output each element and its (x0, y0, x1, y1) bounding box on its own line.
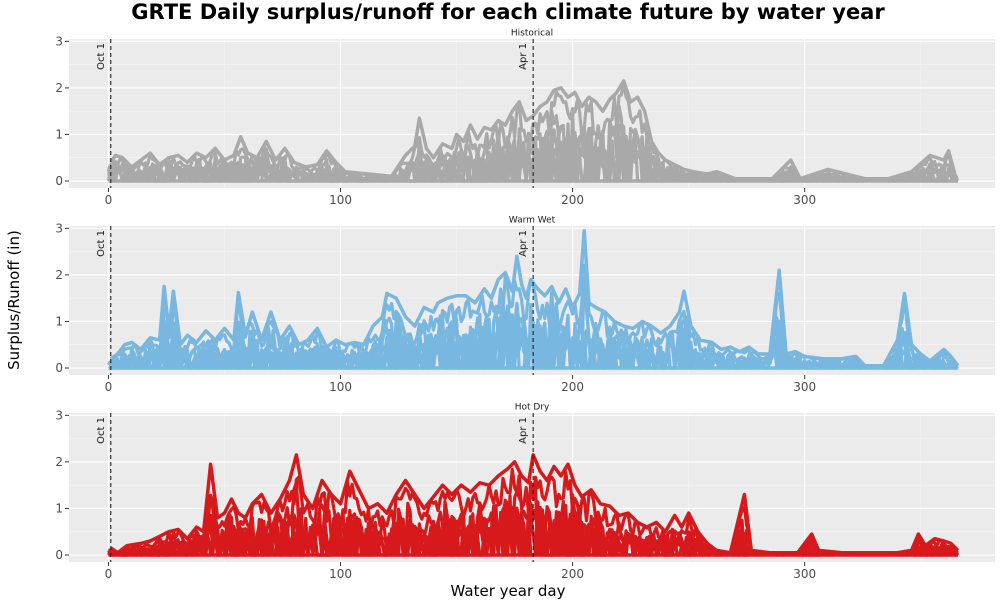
y-tick-label: 3 (55, 221, 63, 235)
x-tick-label: 0 (105, 193, 113, 207)
x-axis-title: Water year day (451, 582, 566, 600)
facet-panel: Hot Dry Oct 1 Apr 1 0 1 2 3 0 100 200 300 (55, 402, 995, 581)
reference-line-label: Apr 1 (518, 230, 529, 257)
y-tick-label: 2 (55, 455, 63, 469)
reference-line-label: Apr 1 (518, 43, 529, 70)
x-tick-label: 300 (793, 567, 816, 581)
x-tick-label: 300 (793, 380, 816, 394)
y-tick-label: 0 (55, 174, 63, 188)
x-tick-label: 300 (793, 193, 816, 207)
facet-strip (69, 402, 995, 413)
y-tick-label: 1 (55, 127, 63, 141)
x-tick-label: 100 (329, 193, 352, 207)
series-peak-line (109, 79, 958, 181)
facet-strip (69, 28, 995, 39)
y-tick-label: 3 (55, 34, 63, 48)
facet-strip-label: Hot Dry (515, 403, 550, 413)
y-tick-label: 0 (55, 548, 63, 562)
x-tick-label: 100 (329, 567, 352, 581)
x-tick-label: 200 (561, 567, 584, 581)
series-peak-line (109, 228, 960, 368)
y-tick-label: 0 (55, 361, 63, 375)
y-tick-label: 2 (55, 81, 63, 95)
reference-line-label: Oct 1 (96, 230, 107, 257)
y-axis-title: Surplus/Runoff (in) (5, 230, 23, 370)
x-tick-label: 0 (105, 567, 113, 581)
facet-panel: Warm Wet Oct 1 Apr 1 0 1 2 3 0 100 200 300 (55, 215, 995, 394)
reference-line-label: Apr 1 (518, 417, 529, 444)
reference-line-label: Oct 1 (96, 43, 107, 70)
reference-line-label: Oct 1 (96, 417, 107, 444)
facet-strip-label: Warm Wet (509, 216, 556, 226)
x-tick-label: 100 (329, 380, 352, 394)
chart-title: GRTE Daily surplus/runoff for each clima… (131, 0, 885, 24)
facet-strip (69, 215, 995, 226)
x-tick-label: 0 (105, 380, 113, 394)
x-tick-label: 200 (561, 380, 584, 394)
facet-strip-label: Historical (511, 29, 553, 39)
x-tick-label: 200 (561, 193, 584, 207)
y-tick-label: 1 (55, 501, 63, 515)
y-tick-label: 3 (55, 408, 63, 422)
y-tick-label: 2 (55, 268, 63, 282)
series-peak-line (109, 453, 960, 555)
y-tick-label: 1 (55, 314, 63, 328)
facet-panel: Historical Oct 1 Apr 1 0 1 2 3 0 100 200 300 (55, 28, 995, 207)
